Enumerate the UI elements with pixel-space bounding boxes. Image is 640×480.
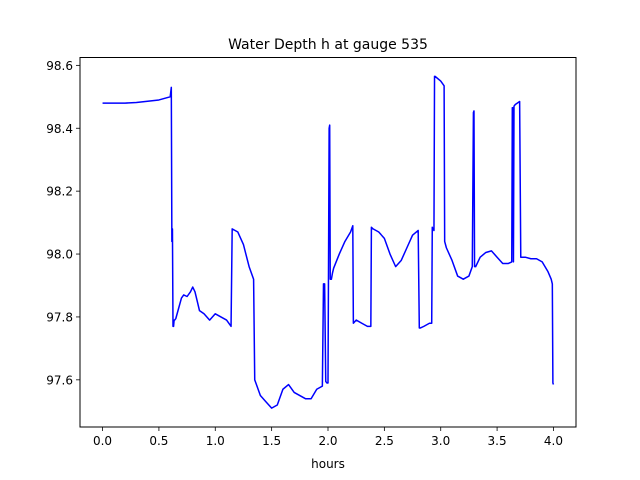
x-tick-label: 3.5	[488, 434, 507, 448]
y-axis-ticks: 97.6 97.8 98.0 98.2 98.4 98.6	[46, 59, 80, 387]
x-tick-label: 1.5	[262, 434, 281, 448]
x-tick-label: 4.0	[544, 434, 563, 448]
x-tick-label: 2.5	[375, 434, 394, 448]
x-tick-label: 0.0	[93, 434, 112, 448]
x-tick-label: 3.0	[431, 434, 450, 448]
y-tick-label: 98.0	[46, 248, 73, 262]
x-axis-label: hours	[311, 457, 345, 471]
y-tick-label: 97.8	[46, 310, 73, 324]
x-tick-label: 2.0	[318, 434, 337, 448]
x-tick-label: 0.5	[149, 434, 168, 448]
chart-title: Water Depth h at gauge 535	[228, 37, 428, 53]
y-tick-label: 98.4	[46, 122, 73, 136]
plot-area	[102, 75, 555, 409]
plot-frame	[79, 57, 577, 428]
x-axis-ticks: 0.0 0.5 1.0 1.5 2.0 2.5 3.0 3.5 4.0	[93, 427, 563, 448]
y-tick-label: 98.6	[46, 59, 73, 73]
series-line-0	[102, 75, 555, 409]
y-tick-label: 97.6	[46, 373, 73, 387]
y-tick-label: 98.2	[46, 185, 73, 199]
x-tick-label: 1.0	[206, 434, 225, 448]
